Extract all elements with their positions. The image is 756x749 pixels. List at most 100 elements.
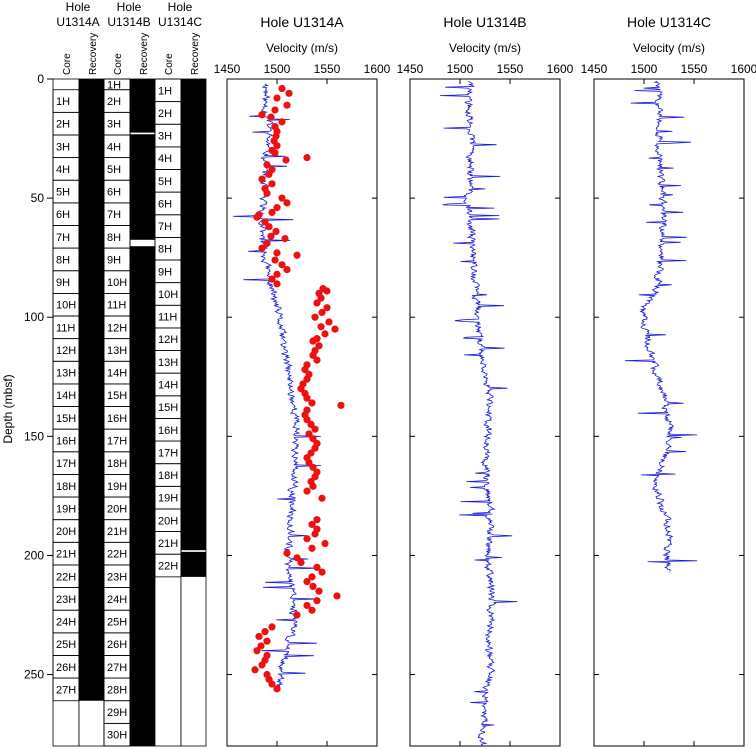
- velocity-point: [281, 235, 289, 243]
- hole-label-line2: U1314C: [158, 15, 202, 29]
- depth-tick-label: 100: [24, 310, 44, 324]
- plot-frame: [593, 78, 745, 747]
- velocity-point: [253, 647, 261, 655]
- core-label: 7H: [158, 221, 172, 233]
- x-tick-label: 1450: [581, 62, 608, 76]
- core-label: 7H: [56, 232, 70, 244]
- core-label: 19H: [107, 481, 127, 493]
- depth-tick-label: 0: [37, 72, 44, 86]
- velocity-log-line: [625, 81, 698, 572]
- velocity-log-line: [439, 81, 518, 747]
- velocity-point: [311, 473, 319, 481]
- core-label: 4H: [56, 164, 70, 176]
- panel-title: Hole U1314A: [260, 14, 344, 30]
- velocity-point: [315, 342, 323, 350]
- velocity-point: [261, 628, 269, 636]
- velocity-point: [323, 304, 331, 312]
- core-label: 26H: [107, 639, 127, 651]
- panel-u1314c: Hole U1314C Velocity (m/s) 1450 1500 1550 160…: [581, 14, 756, 747]
- velocity-point: [273, 142, 281, 150]
- velocity-point: [313, 299, 321, 307]
- hole-label-line1: Hole: [66, 0, 91, 14]
- core-label: 24H: [107, 594, 127, 606]
- core-label: 7H: [107, 209, 121, 221]
- velocity-point: [273, 204, 281, 212]
- velocity-point: [285, 89, 293, 97]
- x-tick-label: 1600: [731, 62, 756, 76]
- velocity-point: [325, 318, 333, 326]
- velocity-point: [309, 337, 317, 345]
- core-label: 5H: [158, 176, 172, 188]
- core-label: 26H: [56, 662, 76, 674]
- velocity-point: [268, 275, 276, 283]
- velocity-point: [263, 189, 271, 197]
- velocity-point: [309, 482, 317, 490]
- velocity-point: [258, 244, 266, 252]
- velocity-point: [303, 578, 311, 586]
- velocity-point: [309, 351, 317, 359]
- recovery-header: Recovery: [190, 33, 201, 75]
- x-tick-label: 1600: [547, 62, 574, 76]
- velocity-point: [282, 156, 290, 164]
- core-label: 27H: [56, 684, 76, 696]
- velocity-point: [303, 394, 311, 402]
- depth-tick-label: 50: [31, 191, 45, 205]
- velocity-point: [258, 111, 266, 119]
- core-label: 18H: [56, 481, 76, 493]
- core-label: 2H: [56, 119, 70, 131]
- velocity-point: [293, 251, 301, 259]
- velocity-point: [315, 587, 323, 595]
- velocity-point: [293, 554, 301, 562]
- panel-u1314b: Hole U1314B Velocity (m/s) 1450 1500 1550 160…: [397, 14, 574, 747]
- velocity-point: [318, 494, 326, 502]
- x-axis-label: Velocity (m/s): [266, 41, 338, 55]
- core-label: 5H: [107, 164, 121, 176]
- core-label: 28H: [107, 684, 127, 696]
- core-label: 21H: [56, 549, 76, 561]
- core-label: 19H: [158, 493, 178, 505]
- velocity-point: [273, 249, 281, 257]
- x-tick-label: 1500: [447, 62, 474, 76]
- velocity-point: [278, 261, 286, 269]
- depth-tick-label: 200: [24, 548, 44, 562]
- velocity-point: [313, 563, 321, 571]
- velocity-point: [311, 530, 319, 538]
- core-label: 10H: [158, 289, 178, 301]
- panel-title: Hole U1314C: [627, 14, 711, 30]
- velocity-point: [267, 232, 275, 240]
- core-label: 6H: [107, 187, 121, 199]
- core-label: 9H: [56, 277, 70, 289]
- core-label: 1H: [158, 85, 172, 97]
- core-label: 21H: [158, 538, 178, 550]
- velocity-point: [278, 194, 286, 202]
- velocity-point: [303, 154, 311, 162]
- depth-axis-label: Depth (mbsf): [1, 374, 15, 443]
- core-label: 2H: [158, 108, 172, 120]
- core-label: 5H: [56, 187, 70, 199]
- plot-frame: [226, 78, 378, 747]
- core-label: 11H: [56, 322, 75, 334]
- hole-label-line2: U1314A: [56, 15, 99, 29]
- velocity-log-line: [233, 83, 322, 689]
- core-label: 14H: [56, 390, 76, 402]
- core-label: 11H: [107, 300, 126, 312]
- core-header: Core: [113, 53, 124, 75]
- recovery-bar: [130, 134, 155, 240]
- core-label: 20H: [158, 515, 178, 527]
- velocity-point: [283, 101, 291, 109]
- velocity-point: [311, 425, 319, 433]
- velocity-point: [318, 568, 326, 576]
- core-label: 21H: [107, 526, 127, 538]
- core-label: 12H: [56, 345, 76, 357]
- velocity-point: [308, 573, 316, 581]
- hole-label-line1: Hole: [168, 0, 193, 14]
- velocity-point: [257, 642, 265, 650]
- velocity-point: [305, 458, 313, 467]
- core-label: 12H: [107, 322, 127, 334]
- velocity-point: [303, 601, 311, 610]
- velocity-point: [278, 84, 286, 93]
- velocity-point: [309, 435, 317, 443]
- recovery-bar: [181, 551, 206, 577]
- x-tick-label: 1500: [264, 62, 291, 76]
